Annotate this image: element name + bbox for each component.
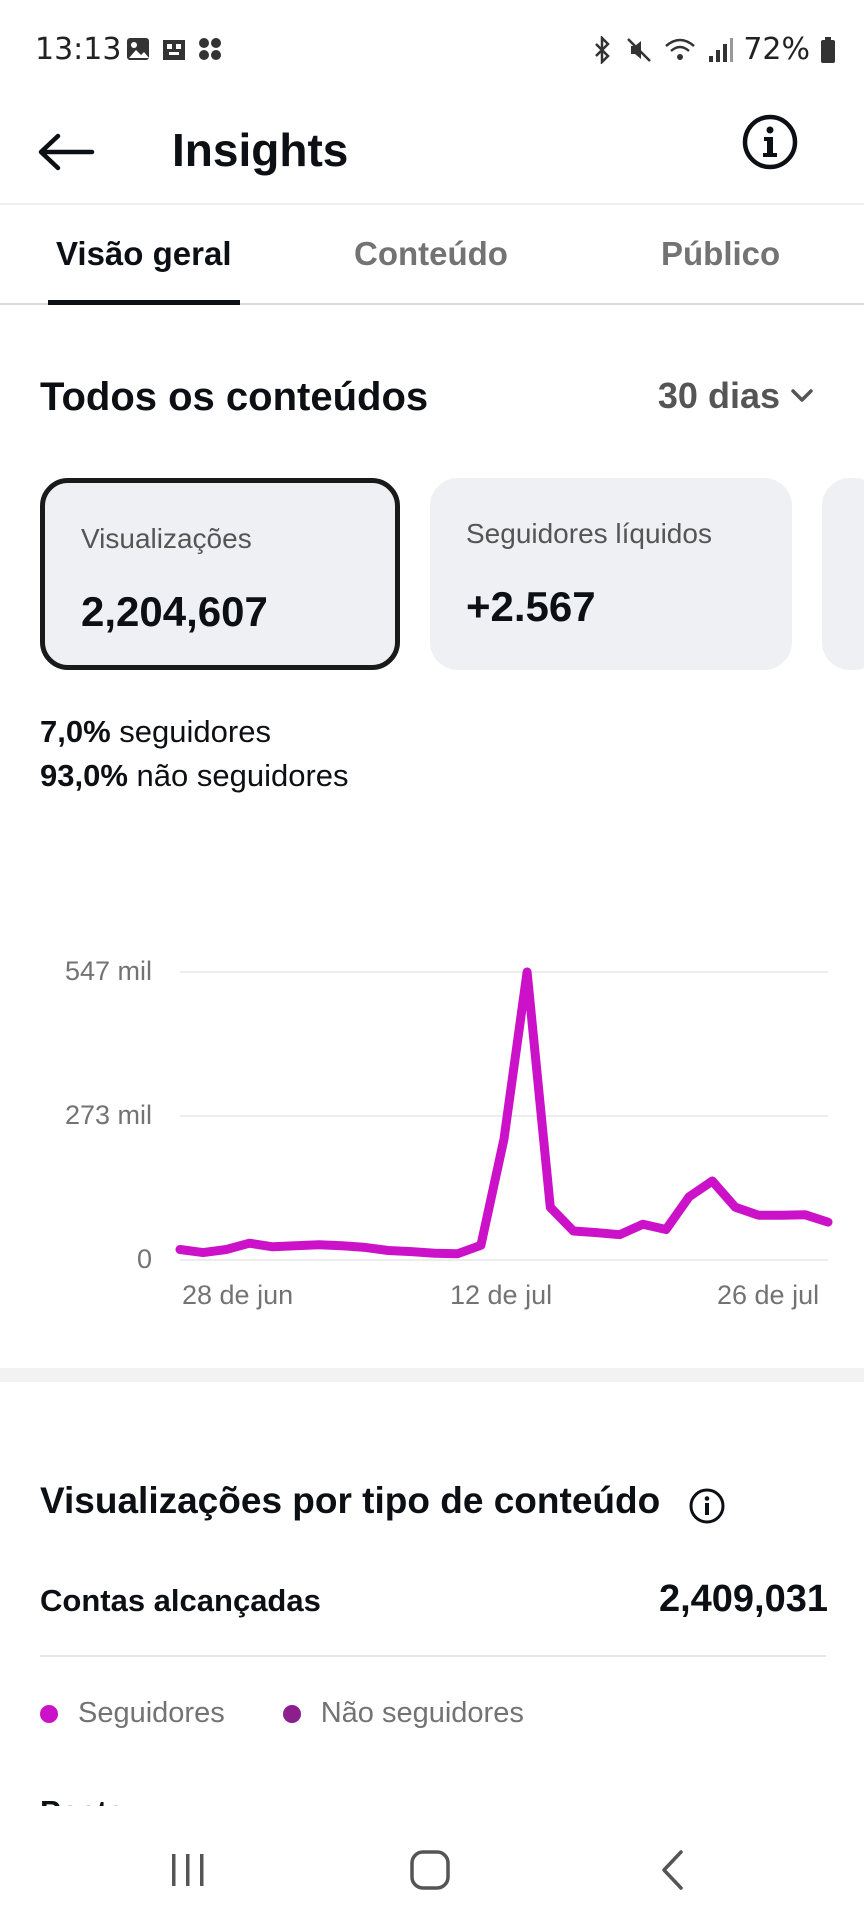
x-tick-label: 12 de jul — [450, 1280, 553, 1310]
tab-audience[interactable]: Público — [661, 235, 781, 272]
period-label: 30 dias — [657, 375, 780, 416]
recent-apps-icon — [172, 1854, 204, 1886]
recent-apps-button[interactable] — [153, 1840, 223, 1900]
followers-label: seguidores — [119, 714, 271, 749]
status-time: 13:13 — [35, 32, 122, 67]
accounts-reached-label: Contas alcançadas — [40, 1583, 321, 1618]
metric-label: Seguidores líquidos — [466, 518, 712, 549]
nonfollowers-label: não seguidores — [136, 758, 349, 793]
chevron-down-icon — [791, 389, 813, 402]
dots-notification-icon — [199, 38, 221, 60]
y-tick-label: 0 — [136, 1244, 152, 1274]
nonfollowers-percentage: 93,0% — [40, 758, 128, 793]
info-icon — [742, 114, 798, 170]
metric-card-views[interactable]: Visualizações 2,204,607 — [40, 478, 400, 670]
legend-label: Não seguidores — [320, 1697, 524, 1729]
views-line-chart: 547 mil 273 mil 0 28 de jun 12 de jul 26… — [0, 940, 864, 1320]
page-title: Insights — [172, 124, 349, 176]
home-button[interactable] — [395, 1840, 465, 1900]
section-divider — [0, 1368, 864, 1382]
battery-icon — [821, 36, 835, 63]
info-icon[interactable] — [688, 1487, 726, 1525]
notification-icons — [125, 36, 223, 62]
metric-value: 2,204,607 — [81, 588, 268, 635]
tab-bar: Visão geral Conteúdo Público — [0, 205, 864, 305]
x-tick-label: 26 de jul — [717, 1280, 820, 1310]
tab-overview[interactable]: Visão geral — [56, 235, 232, 272]
battery-percentage: 72% — [743, 32, 810, 67]
home-icon — [410, 1850, 450, 1890]
tab-content[interactable]: Conteúdo — [354, 235, 508, 272]
info-button[interactable] — [740, 112, 800, 172]
app-notification-icon — [163, 40, 185, 60]
y-tick-label: 547 mil — [64, 956, 152, 986]
active-tab-indicator — [48, 300, 240, 305]
metric-label: Visualizações — [81, 523, 252, 554]
header: Insights — [0, 100, 864, 205]
section-title: Todos os conteúdos — [40, 375, 429, 419]
bluetooth-icon — [595, 35, 611, 64]
chevron-left-icon — [662, 1850, 683, 1890]
legend-dot — [282, 1704, 301, 1723]
content-type-label: Posts — [40, 1792, 124, 1806]
metric-card-net-followers[interactable]: Seguidores líquidos +2.567 — [430, 478, 792, 670]
chart-plot-area — [175, 967, 833, 1261]
metric-card-partial[interactable] — [822, 478, 864, 670]
legend-dot — [40, 1704, 58, 1723]
audience-split: 7,0% seguidores 93,0% não seguidores — [40, 710, 349, 798]
arrow-left-icon — [38, 133, 95, 171]
followers-percentage: 7,0% — [40, 714, 111, 749]
status-bar: 13:13 72% — [0, 0, 864, 100]
legend-label: Seguidores — [78, 1697, 225, 1729]
mute-icon — [627, 37, 652, 62]
y-tick-label: 273 mil — [64, 1100, 152, 1130]
period-dropdown[interactable]: 30 dias — [658, 375, 814, 417]
system-navigation-bar — [0, 1815, 864, 1920]
divider — [40, 1655, 826, 1657]
wifi-icon — [665, 38, 696, 60]
gallery-icon — [127, 38, 149, 60]
signal-icon — [709, 37, 734, 62]
back-button[interactable] — [36, 122, 96, 182]
x-tick-label: 28 de jun — [182, 1280, 294, 1310]
status-right: 72% — [589, 32, 836, 67]
back-nav-button[interactable] — [637, 1840, 707, 1900]
views-by-type-title: Visualizações por tipo de conteúdo — [40, 1480, 661, 1521]
legend-nonfollowers: Não seguidores — [282, 1697, 524, 1730]
legend-followers: Seguidores — [40, 1697, 225, 1730]
views-series-line — [175, 967, 833, 1259]
chart-legend: Seguidores Não seguidores — [40, 1697, 582, 1730]
metric-value: +2.567 — [466, 583, 596, 630]
accounts-reached-value: 2,409,031 — [658, 1578, 828, 1620]
